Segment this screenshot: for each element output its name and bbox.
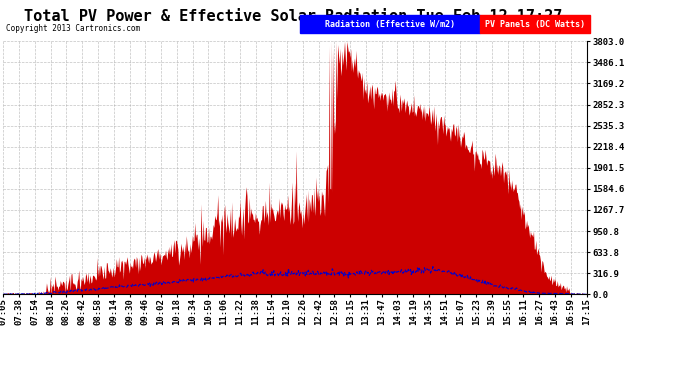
- Text: Total PV Power & Effective Solar Radiation Tue Feb 12 17:27: Total PV Power & Effective Solar Radiati…: [24, 9, 562, 24]
- Text: Radiation (Effective W/m2): Radiation (Effective W/m2): [325, 20, 455, 28]
- Text: Copyright 2013 Cartronics.com: Copyright 2013 Cartronics.com: [6, 24, 139, 33]
- Text: PV Panels (DC Watts): PV Panels (DC Watts): [485, 20, 584, 28]
